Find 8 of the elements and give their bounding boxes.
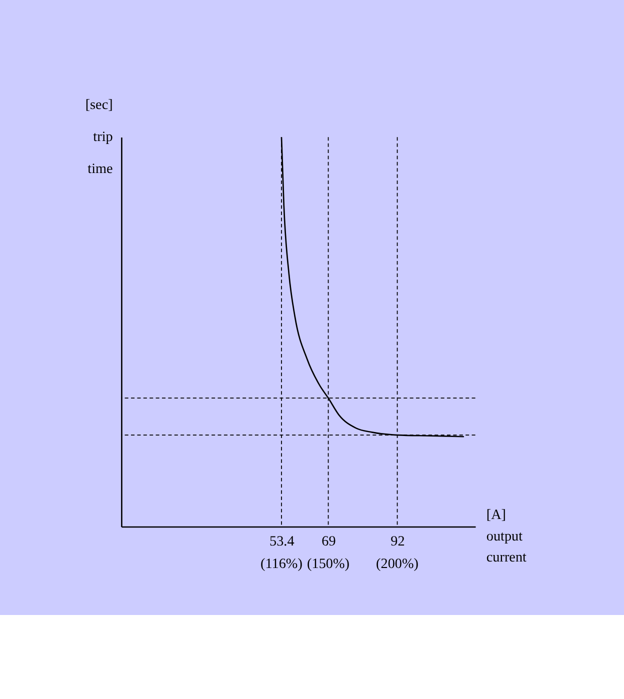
text: (200%) xyxy=(376,556,419,572)
y-axis-title: [sec] trip time xyxy=(85,97,113,177)
x-tick-label: 92 xyxy=(390,534,405,550)
x-tick-label: 69 xyxy=(322,534,336,550)
text: (150%) xyxy=(307,556,350,572)
x-tick-label: 53.4 xyxy=(270,534,294,550)
x-axis-title: [A] output current xyxy=(486,507,527,566)
text: (116%) xyxy=(260,556,303,572)
